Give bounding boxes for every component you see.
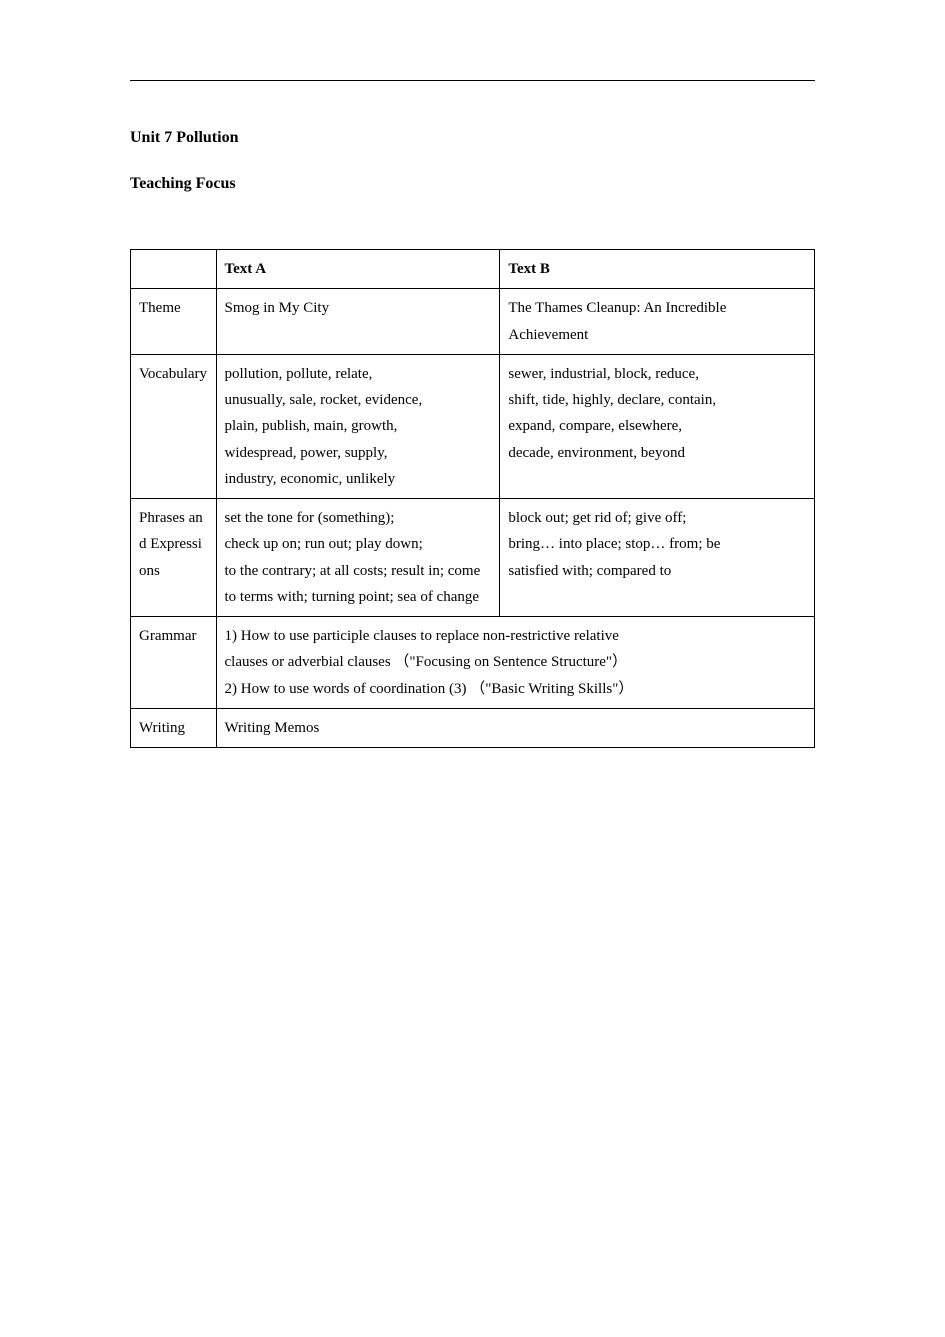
theme-text-b: The Thames Cleanup: An Incredible Achiev… <box>500 289 815 355</box>
header-text-b: Text B <box>500 250 815 289</box>
vocab-text-b: sewer, industrial, block, reduce, shift,… <box>500 354 815 498</box>
table-row: Grammar 1) How to use participle clauses… <box>131 617 815 709</box>
row-label-theme: Theme <box>131 289 217 355</box>
teaching-focus-table: Text A Text B Theme Smog in My City The … <box>130 249 815 748</box>
page-top-rule <box>130 80 815 81</box>
teaching-focus-title: Teaching Focus <box>130 175 815 193</box>
row-label-writing: Writing <box>131 708 217 747</box>
table-row: Phrases and Expressions set the tone for… <box>131 499 815 617</box>
row-label-vocab: Vocabulary <box>131 354 217 498</box>
phrases-text-b: block out; get rid of; give off; bring… … <box>500 499 815 617</box>
header-text-a: Text A <box>216 250 500 289</box>
header-blank <box>131 250 217 289</box>
vocab-text-a: pollution, pollute, relate, unusually, s… <box>216 354 500 498</box>
theme-text-a: Smog in My City <box>216 289 500 355</box>
row-label-phrases: Phrases and Expressions <box>131 499 217 617</box>
unit-title: Unit 7 Pollution <box>130 129 815 147</box>
phrases-text-a: set the tone for (something); check up o… <box>216 499 500 617</box>
table-row: Vocabulary pollution, pollute, relate, u… <box>131 354 815 498</box>
row-label-grammar: Grammar <box>131 617 217 709</box>
table-row: Theme Smog in My City The Thames Cleanup… <box>131 289 815 355</box>
writing-merged: Writing Memos <box>216 708 815 747</box>
table-header-row: Text A Text B <box>131 250 815 289</box>
table-row: Writing Writing Memos <box>131 708 815 747</box>
grammar-merged: 1) How to use participle clauses to repl… <box>216 617 815 709</box>
